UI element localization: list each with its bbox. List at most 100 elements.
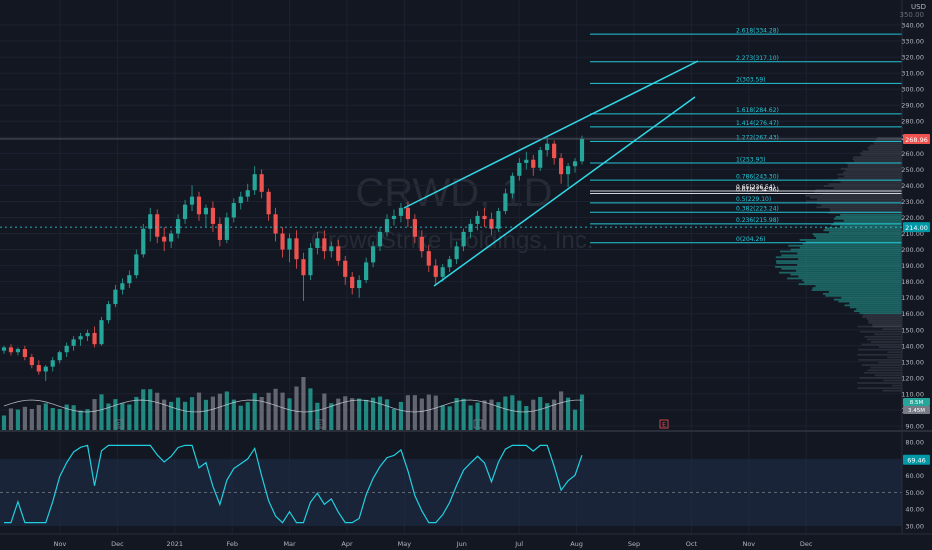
volume-profile-row	[813, 190, 902, 193]
candle-body	[419, 236, 424, 252]
volume-profile-row	[859, 330, 902, 333]
volume-profile-row	[857, 382, 902, 384]
price-tick-label: 180.00	[901, 278, 924, 286]
volume-profile-row	[815, 285, 902, 288]
candle-body	[1, 347, 7, 351]
candle-body	[99, 320, 104, 345]
price-tick-label: 150.00	[901, 326, 924, 334]
time-tick-label: Mar	[283, 540, 296, 548]
volume-profile-row	[861, 364, 902, 366]
earnings-marker	[114, 419, 124, 429]
candle-body	[182, 204, 188, 220]
volume-bar	[189, 397, 195, 430]
rsi-pane	[0, 444, 902, 526]
candle-body	[517, 162, 522, 176]
time-tick-label: Nov	[54, 540, 67, 548]
earnings-marker	[473, 419, 483, 429]
volume-profile-row	[829, 231, 902, 234]
fib-level-label: 0.382(223.24)	[736, 205, 779, 212]
volume-profile-row	[806, 200, 902, 203]
earnings-marker-label: E	[318, 422, 322, 429]
volume-bar	[85, 409, 90, 430]
time-tick-label: 2021	[167, 540, 184, 548]
time-tick-label: Jun	[456, 540, 467, 548]
candle-body	[572, 161, 578, 167]
candle-body	[468, 223, 473, 232]
time-axis[interactable]: Nov Dec 2021 Feb Mar Apr May Jun Jul Aug Sep Oct Nov…	[54, 540, 813, 548]
current-price-tag	[903, 133, 930, 144]
volume-bar	[141, 389, 146, 430]
volume-bar	[405, 395, 410, 430]
fib-level-label: 2.273(317.10)	[736, 55, 779, 62]
volume-bar	[301, 377, 306, 430]
volume-bar	[559, 391, 564, 430]
candle-body	[350, 276, 355, 289]
time-tick-label: May	[398, 540, 412, 548]
volume-profile-row	[870, 366, 902, 369]
candle-body	[579, 138, 585, 162]
candle-body	[552, 143, 557, 159]
candle-body	[231, 203, 236, 218]
volume-bar	[447, 406, 452, 430]
volume-profile-row	[882, 389, 902, 392]
time-tick-label: Sep	[628, 540, 640, 548]
volume-profile-row	[853, 160, 902, 162]
volume-profile-row	[866, 317, 902, 320]
candle-body	[238, 196, 243, 204]
price-tick-label: 330.00	[901, 38, 924, 46]
channel-upper-line[interactable]	[403, 60, 699, 209]
volume-bar	[377, 396, 383, 430]
volume-bar	[99, 394, 104, 430]
cursor-price-tag	[903, 222, 930, 233]
volume-profile-row	[858, 359, 902, 361]
volume-bar	[176, 397, 181, 430]
price-tick-label: 230.00	[901, 198, 924, 206]
candle-body	[545, 143, 550, 151]
price-tick-label: 120.00	[901, 374, 924, 382]
time-tick-label: Oct	[686, 540, 698, 548]
volume-bar	[552, 399, 557, 430]
volume-bar	[273, 388, 278, 430]
candlestick-series	[1, 135, 585, 382]
volume-profile-row	[872, 323, 902, 326]
volume-profile-row	[867, 338, 902, 341]
candle-body	[510, 175, 515, 194]
candle-body	[169, 233, 174, 242]
earnings-marker	[315, 419, 325, 429]
volume-profile-row	[857, 325, 902, 328]
fib-level-label: 1.414(276.47)	[736, 120, 779, 127]
earnings-marker-label: E	[662, 422, 666, 429]
rsi-tick-label: 80.00	[905, 439, 924, 447]
volume-bar	[440, 405, 445, 430]
volume-bar	[329, 403, 334, 430]
volume-profile-row	[887, 356, 902, 359]
volume-profile-row	[825, 294, 902, 297]
fibonacci-extension[interactable]: 2.618(334.28) 2.273(317.10) 2(303.59) 1.618…	[590, 27, 902, 244]
volume-profile-row	[854, 310, 902, 313]
volume-bar	[545, 403, 550, 430]
volume-profile-row	[861, 343, 902, 346]
volume-profile-row	[823, 185, 902, 187]
channel-lower-line[interactable]	[433, 96, 696, 287]
volume-bars	[1, 377, 585, 430]
volume-profile-row	[868, 148, 902, 151]
fib-level-label: 2(303.59)	[736, 77, 766, 84]
volume-profile-row	[887, 351, 902, 354]
volume-profile-row	[835, 215, 902, 218]
volume-profile-row	[815, 237, 902, 239]
earnings-marker	[659, 419, 669, 429]
volume-profile-row	[847, 165, 902, 168]
volume-profile-row	[844, 175, 902, 178]
fib-level-label: 0.5(229.10)	[736, 196, 771, 203]
candle-body	[148, 214, 153, 229]
price-tick-label: 300.00	[901, 86, 924, 94]
candle-body	[266, 191, 271, 215]
volume-bar	[259, 396, 264, 430]
volume-profile-row	[849, 302, 902, 305]
volume-profile-row	[878, 361, 902, 364]
candle-body	[210, 207, 216, 224]
candle-body	[189, 196, 195, 205]
volume-bar	[538, 396, 543, 430]
volume-profile-row	[875, 138, 902, 141]
